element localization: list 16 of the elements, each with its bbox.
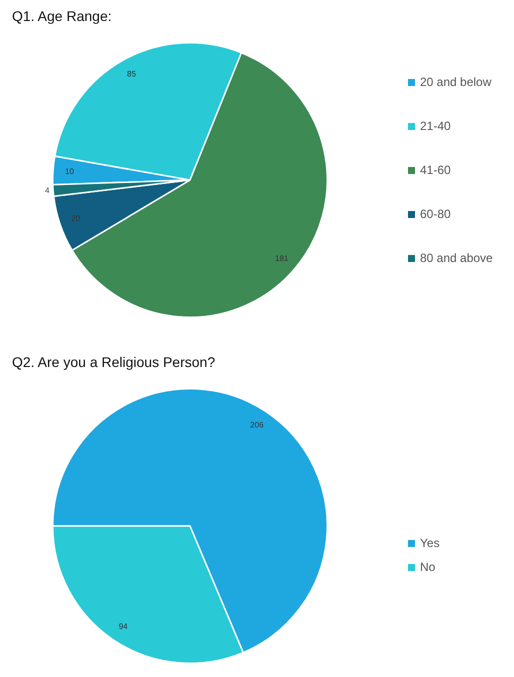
legend-label: No bbox=[420, 560, 436, 574]
legend-label: 20 and below bbox=[420, 75, 492, 89]
data-label: 94 bbox=[118, 622, 128, 631]
data-label: 181 bbox=[275, 254, 289, 263]
legend-label: 60-80 bbox=[420, 207, 451, 221]
legend-label: 80 and above bbox=[420, 251, 493, 265]
legend-label: Yes bbox=[420, 536, 440, 550]
data-label: 10 bbox=[65, 166, 75, 176]
data-label: 4 bbox=[44, 186, 50, 196]
data-label: 20 bbox=[71, 214, 81, 224]
chart-title: Q1. Age Range: bbox=[12, 8, 112, 24]
legend-label: 21-40 bbox=[420, 119, 451, 133]
data-label: 206 bbox=[250, 420, 264, 430]
chart-title: Q2. Are you a Religious Person? bbox=[12, 354, 216, 370]
data-label: 85 bbox=[126, 70, 136, 79]
legend-label: 41-60 bbox=[420, 163, 451, 177]
